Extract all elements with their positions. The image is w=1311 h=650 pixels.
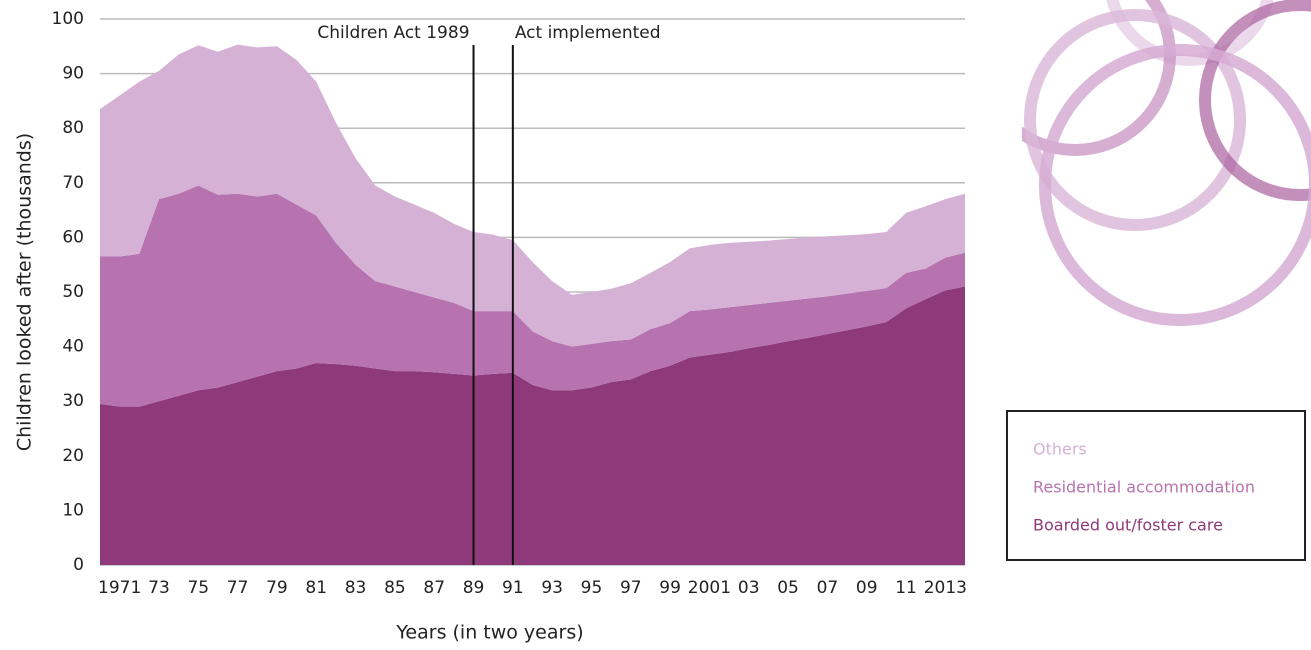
annotation: Act implemented bbox=[515, 23, 661, 43]
y-tick-label: 70 bbox=[62, 173, 84, 193]
y-tick-label: 60 bbox=[62, 227, 84, 247]
y-axis-title: Children looked after (thousands) bbox=[14, 133, 36, 451]
x-tick-label: 1971 bbox=[98, 578, 141, 598]
x-tick-label: 2013 bbox=[924, 578, 967, 598]
y-tick-label: 50 bbox=[62, 282, 84, 302]
legend-entry: Residential accommodation bbox=[1033, 478, 1255, 497]
x-tick-label: 97 bbox=[620, 578, 642, 598]
x-tick-label: 05 bbox=[777, 578, 799, 598]
x-axis-title: Years (in two years) bbox=[395, 622, 583, 644]
x-tick-label: 07 bbox=[817, 578, 839, 598]
y-tick-label: 0 bbox=[73, 555, 84, 575]
x-tick-label: 81 bbox=[305, 578, 327, 598]
y-tick-label: 10 bbox=[62, 500, 84, 520]
y-tick-label: 40 bbox=[62, 337, 84, 357]
x-tick-label: 83 bbox=[345, 578, 367, 598]
x-tick-label: 77 bbox=[227, 578, 249, 598]
y-tick-label: 20 bbox=[62, 446, 84, 466]
legend-entry: Others bbox=[1033, 440, 1087, 459]
y-tick-label: 80 bbox=[62, 118, 84, 138]
x-tick-label: 99 bbox=[659, 578, 681, 598]
y-tick-label: 100 bbox=[52, 9, 84, 29]
x-tick-label: 73 bbox=[148, 578, 170, 598]
x-tick-label: 75 bbox=[187, 578, 209, 598]
x-tick-label: 95 bbox=[581, 578, 603, 598]
legend-entry: Boarded out/foster care bbox=[1033, 516, 1223, 535]
x-tick-label: 03 bbox=[738, 578, 760, 598]
y-tick-label: 90 bbox=[62, 64, 84, 84]
decoration bbox=[980, 0, 1311, 320]
chart: Children looked after (thousands) Years … bbox=[0, 0, 1311, 646]
x-tick-label: 2001 bbox=[688, 578, 731, 598]
x-tick-label: 85 bbox=[384, 578, 406, 598]
x-tick-label: 91 bbox=[502, 578, 524, 598]
x-tick-label: 11 bbox=[895, 578, 917, 598]
annotation: Children Act 1989 bbox=[317, 23, 469, 43]
y-tick-label: 30 bbox=[62, 391, 84, 411]
x-tick-label: 09 bbox=[856, 578, 878, 598]
x-tick-label: 89 bbox=[463, 578, 485, 598]
x-tick-label: 93 bbox=[541, 578, 563, 598]
x-tick-label: 87 bbox=[423, 578, 445, 598]
x-tick-label: 79 bbox=[266, 578, 288, 598]
